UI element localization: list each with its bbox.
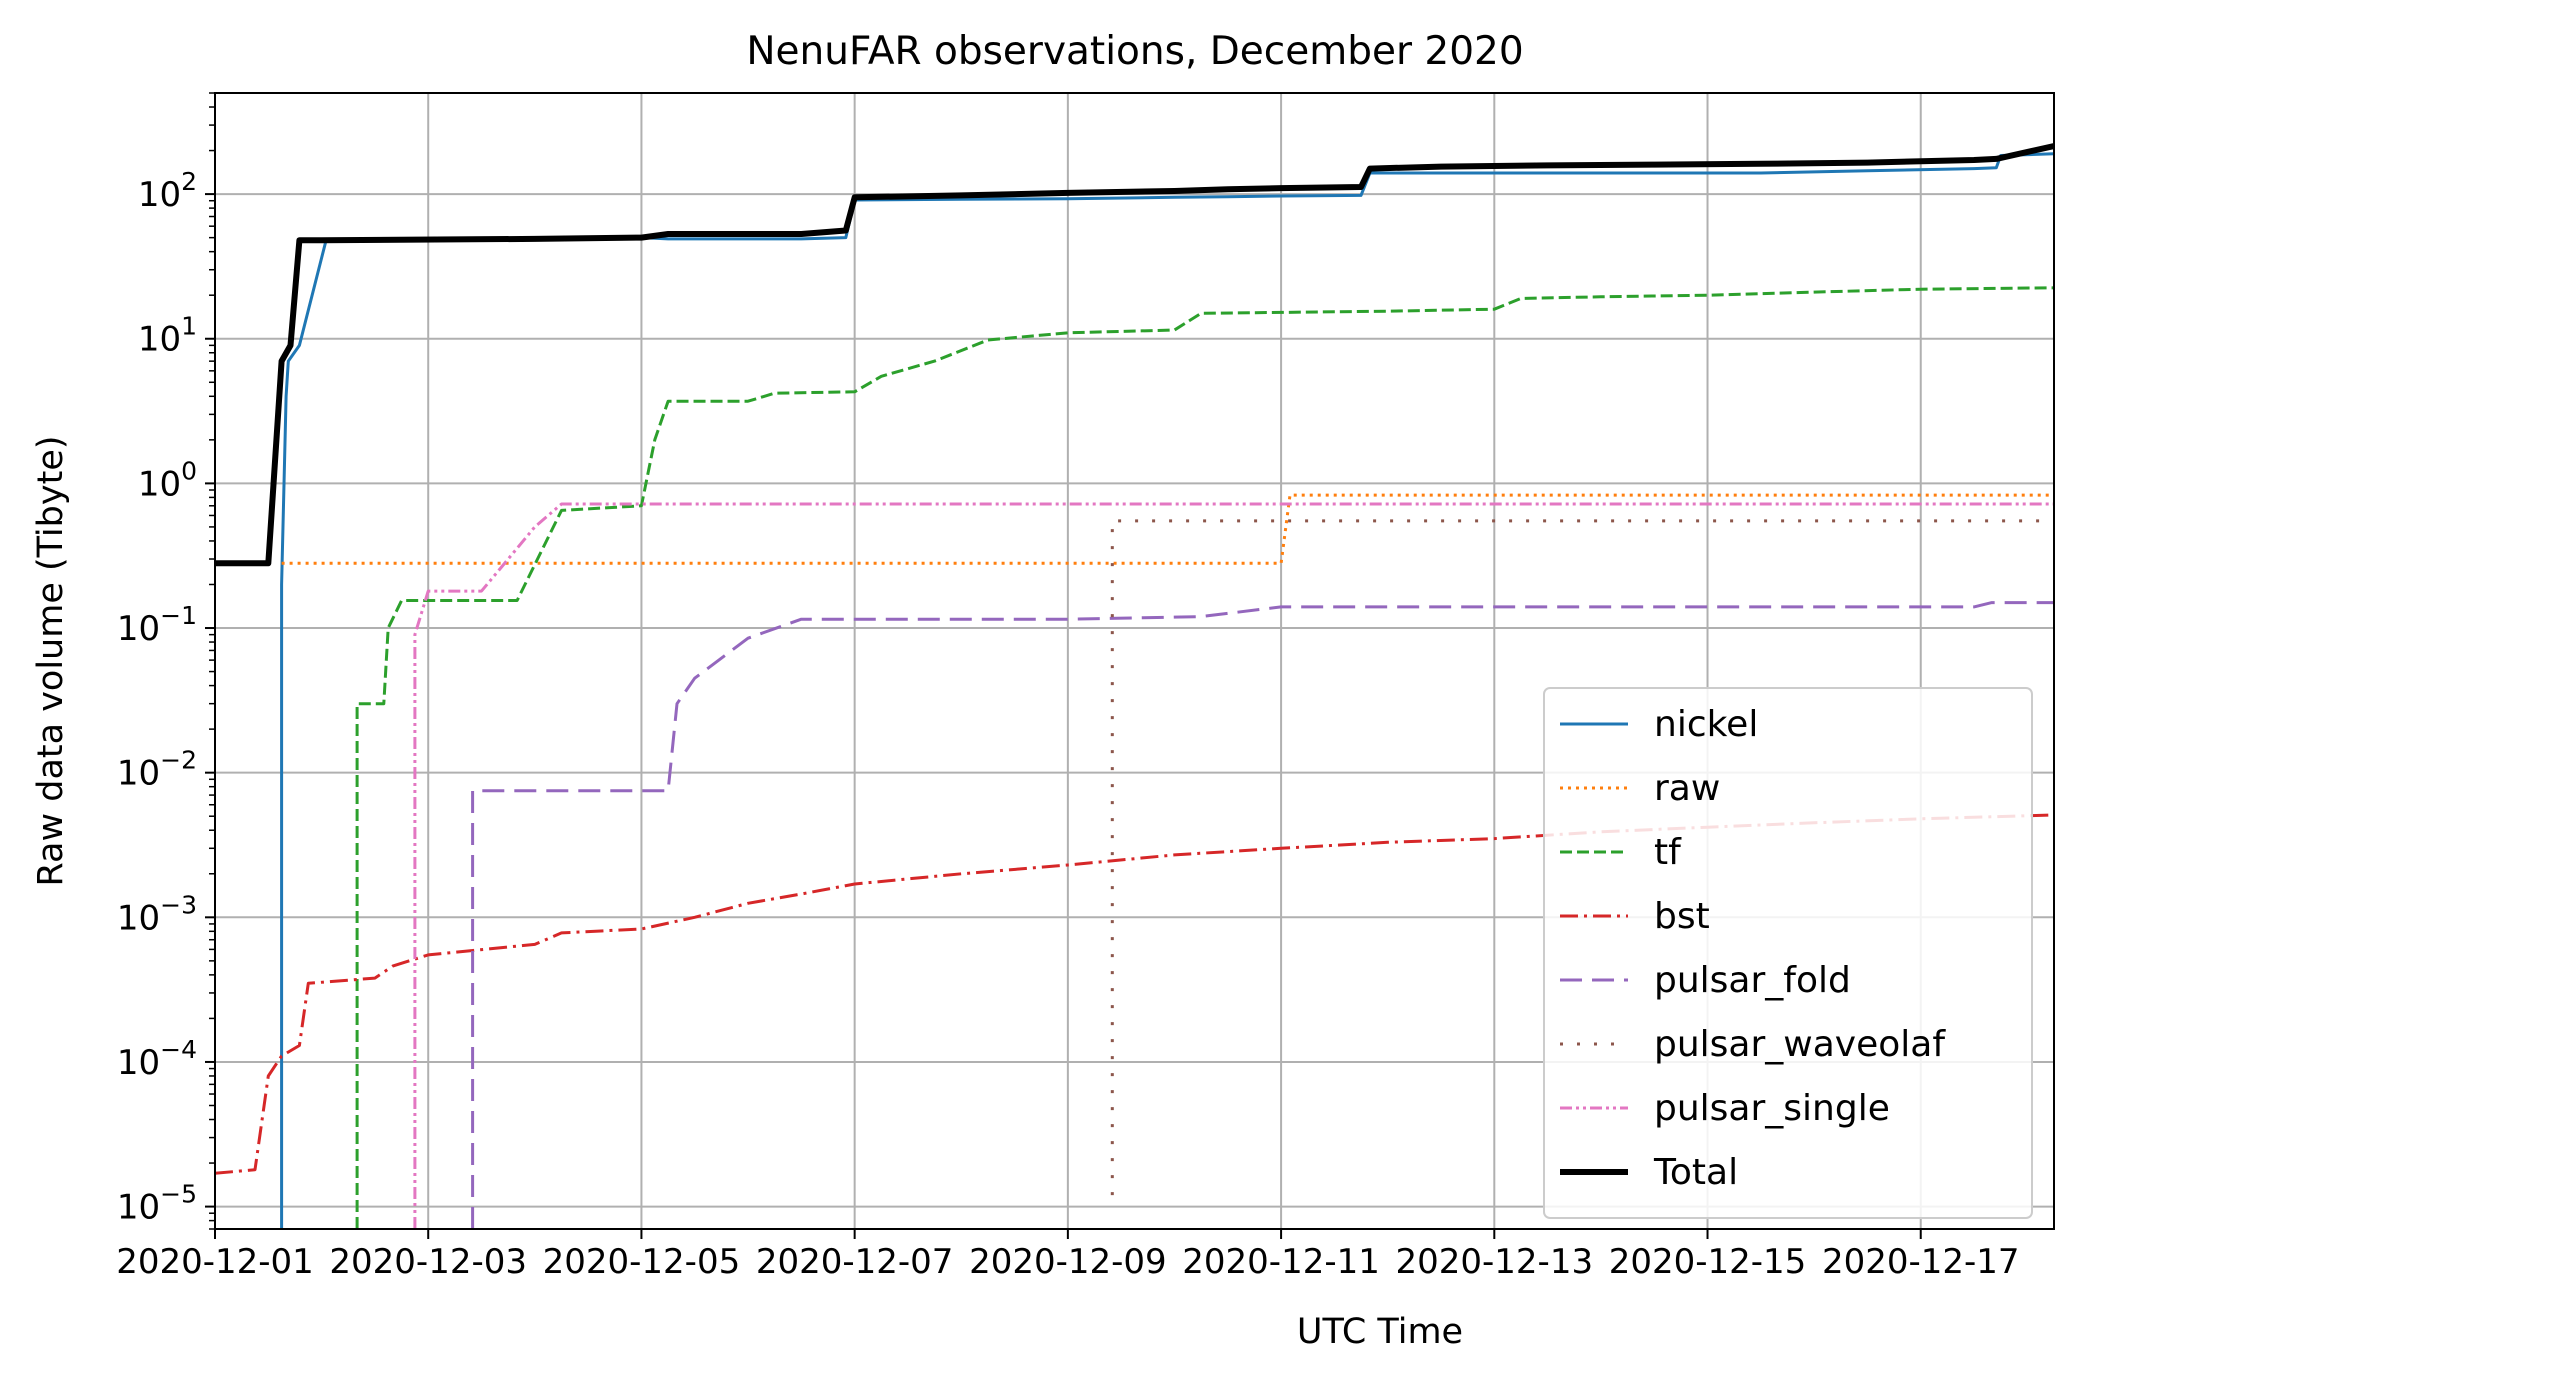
y-tick-label: 10−5 — [117, 1180, 197, 1228]
x-tick-label: 2020-12-01 — [116, 1242, 314, 1282]
legend-label-raw: raw — [1654, 768, 1720, 809]
legend-label-tf: tf — [1654, 832, 1682, 873]
y-tick-label: 101 — [138, 312, 197, 360]
x-axis-label: UTC Time — [1297, 1312, 1463, 1352]
legend-box — [1543, 687, 2033, 1219]
legend-label-Total: Total — [1653, 1152, 1738, 1193]
x-tick-label: 2020-12-09 — [969, 1242, 1167, 1282]
series-line-raw — [281, 493, 2054, 565]
x-tick-label: 2020-12-07 — [756, 1242, 954, 1282]
series-line-nickel — [280, 152, 2054, 1229]
legend-label-pulsar-fold: pulsar_fold — [1654, 960, 1851, 1001]
series-group — [215, 143, 2054, 1229]
x-tick-label: 2020-12-13 — [1396, 1242, 1594, 1282]
x-tick-label: 2020-12-17 — [1822, 1242, 2020, 1282]
legend: nickel raw tf bst pulsar_fold pulsar_waveolaf… — [1543, 687, 2033, 1219]
series-line-tf — [355, 286, 2054, 1229]
series-line-Total — [215, 143, 2054, 567]
series-line-pulsar-fold — [471, 601, 2054, 1229]
x-tick-label: 2020-12-03 — [329, 1242, 527, 1282]
plot-frame — [214, 92, 2055, 1230]
y-axis-label: Raw data volume (Tibyte) — [31, 435, 71, 886]
y-tick-label: 10−2 — [117, 746, 197, 794]
x-tick-label: 2020-12-15 — [1609, 1242, 1807, 1282]
y-tick-label: 102 — [138, 167, 197, 215]
series-line-bst — [215, 813, 2054, 1175]
y-tick-label: 10−1 — [117, 601, 197, 649]
x-tick-label: 2020-12-05 — [543, 1242, 741, 1282]
chart-title: NenuFAR observations, December 2020 — [746, 29, 1523, 74]
legend-label-pulsar-waveolaf: pulsar_waveolaf — [1654, 1024, 1946, 1065]
series-line-pulsar-single — [413, 502, 2054, 1229]
y-tick-label: 10−4 — [117, 1035, 197, 1083]
legend-label-nickel: nickel — [1654, 704, 1758, 745]
legend-label-bst: bst — [1654, 896, 1710, 937]
axis-ticks: 2020-12-01 2020-12-03 2020-12-05 2020-12-07… — [116, 92, 2020, 1282]
x-tick-label: 2020-12-11 — [1182, 1242, 1380, 1282]
y-tick-label: 100 — [138, 456, 197, 504]
legend-label-pulsar-single: pulsar_single — [1654, 1088, 1890, 1129]
y-tick-label: 10−3 — [117, 890, 197, 938]
